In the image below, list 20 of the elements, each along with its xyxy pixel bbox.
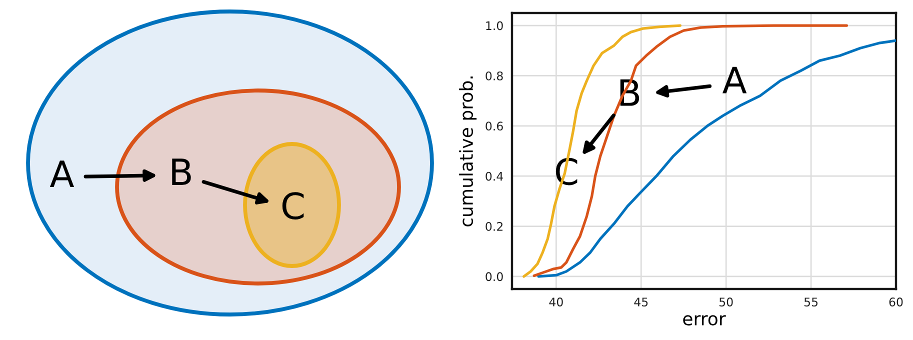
- x-tick-label: 45: [634, 298, 648, 306]
- x-tick-label: 40: [549, 298, 563, 306]
- text: A: [50, 160, 74, 187]
- x-axis-title: error: [683, 315, 726, 326]
- y-tick-label: 0.4: [486, 172, 504, 181]
- y-tick-label: 1.0: [486, 21, 503, 30]
- line-series: [532, 24, 848, 278]
- line-series: [522, 24, 682, 278]
- x-tick-label: 50: [719, 298, 733, 306]
- annotation: A: [722, 66, 747, 94]
- x-tick-label: 55: [804, 298, 818, 306]
- text: C: [282, 192, 304, 220]
- y-axis-title: cumulative prob.: [459, 76, 477, 226]
- y-tick-label: 0.6: [486, 122, 503, 131]
- y-tick-label: 0.0: [486, 272, 503, 282]
- y-tick-label: 0.8: [486, 71, 503, 80]
- line-series: [537, 39, 896, 278]
- text: B: [172, 158, 191, 185]
- x-tick-label: 60: [889, 298, 903, 306]
- y-tick-label: 0.2: [486, 222, 502, 231]
